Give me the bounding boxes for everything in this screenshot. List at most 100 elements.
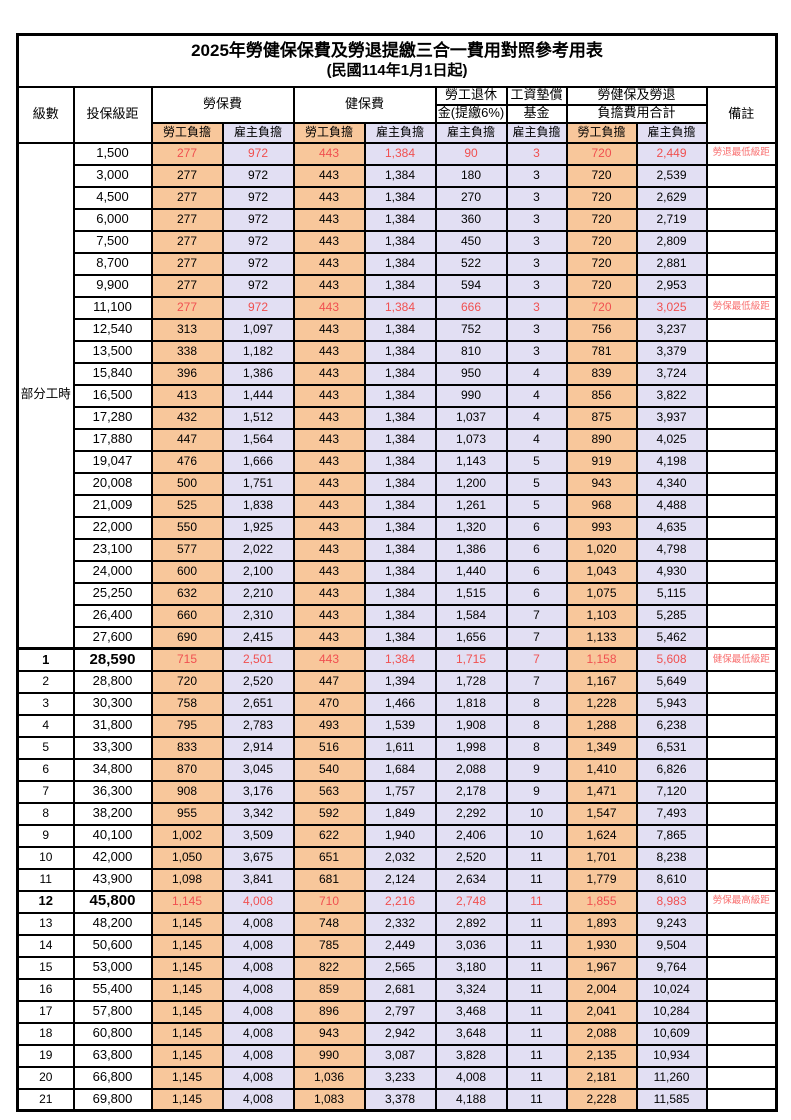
wage-fund-employer-cell: 11 [505, 1065, 568, 1090]
remark-cell [705, 1043, 778, 1068]
health-employer-cell: 1,384 [363, 273, 437, 298]
labor-employee-cell: 600 [150, 559, 224, 584]
remark-cell [705, 955, 778, 980]
health-employer-cell: 1,384 [363, 361, 437, 386]
table-row: 6,000 277 972 443 1,384 360 3 720 2,719 [18, 207, 778, 232]
labor-employee-cell: 720 [150, 669, 224, 694]
wage-fund-employer-cell: 4 [505, 383, 568, 408]
health-employer-cell: 1,384 [363, 449, 437, 474]
total-employee-cell: 1,855 [565, 889, 638, 914]
total-employer-cell: 2,539 [635, 163, 708, 188]
wage-fund-employer-cell: 3 [505, 251, 568, 276]
wage-fund-employer-cell: 11 [505, 867, 568, 892]
header-row-2: 金(提繳6%) 基金 負擔費用合計 [18, 103, 777, 124]
total-employer-cell: 4,025 [635, 427, 708, 452]
wage-fund-employer-cell: 11 [505, 977, 568, 1002]
labor-employee-cell: 500 [150, 471, 224, 496]
pension-employer-cell: 1,908 [434, 713, 508, 738]
pension-employer-cell: 1,656 [434, 625, 508, 650]
wage-fund-employer-cell: 5 [505, 493, 568, 518]
subheader-fund-employer: 雇主負擔 [505, 121, 568, 144]
remark-cell: 健保最低級距 [705, 647, 778, 672]
table-row: 26,400 660 2,310 443 1,384 1,584 7 1,103 5,285 [18, 603, 778, 628]
level-cell: 12 [16, 889, 75, 914]
health-employee-cell: 822 [292, 955, 366, 980]
labor-employee-cell: 1,145 [150, 999, 224, 1024]
health-employer-cell: 1,684 [363, 757, 437, 782]
remark-cell [705, 1087, 778, 1112]
labor-employer-cell: 2,651 [221, 691, 295, 716]
bracket-cell: 21,009 [72, 493, 153, 518]
pension-employer-cell: 2,088 [434, 757, 508, 782]
total-employee-cell: 1,103 [565, 603, 638, 628]
total-employee-cell: 2,041 [565, 999, 638, 1024]
health-employer-cell: 1,384 [363, 405, 437, 430]
level-cell: 5 [16, 735, 75, 760]
health-employee-cell: 443 [292, 625, 366, 650]
total-employer-cell: 6,531 [635, 735, 708, 760]
col-header-wage-fund-line1: 工資墊償 [505, 85, 568, 106]
labor-employee-cell: 833 [150, 735, 224, 760]
table-row: 17 57,800 1,145 4,008 896 2,797 3,468 11 2,041 10… [16, 999, 778, 1024]
total-employee-cell: 1,167 [565, 669, 638, 694]
labor-employee-cell: 396 [150, 361, 224, 386]
bracket-cell: 53,000 [72, 955, 153, 980]
health-employee-cell: 443 [292, 471, 366, 496]
remark-cell [705, 449, 778, 474]
total-employee-cell: 756 [565, 317, 638, 342]
health-employer-cell: 1,384 [363, 207, 437, 232]
table-row: 24,000 600 2,100 443 1,384 1,440 6 1,043 4,930 [18, 559, 778, 584]
health-employee-cell: 990 [292, 1043, 366, 1068]
bracket-cell: 28,800 [72, 669, 153, 694]
remark-cell [705, 933, 778, 958]
table-row: 18 60,800 1,145 4,008 943 2,942 3,648 11 2,088 10… [16, 1021, 778, 1046]
bracket-cell: 66,800 [72, 1065, 153, 1090]
pension-employer-cell: 4,008 [434, 1065, 508, 1090]
pension-employer-cell: 2,178 [434, 779, 508, 804]
labor-employee-cell: 1,002 [150, 823, 224, 848]
table-row: 20,008 500 1,751 443 1,384 1,200 5 943 4,340 [18, 471, 778, 496]
bracket-cell: 22,000 [72, 515, 153, 540]
health-employer-cell: 1,384 [363, 625, 437, 650]
total-employee-cell: 720 [565, 207, 638, 232]
total-employee-cell: 1,043 [565, 559, 638, 584]
level-cell: 6 [16, 757, 75, 782]
total-employer-cell: 10,284 [635, 999, 708, 1024]
wage-fund-employer-cell: 5 [505, 471, 568, 496]
table-row: 27,600 690 2,415 443 1,384 1,656 7 1,133 5,462 [18, 625, 778, 650]
total-employer-cell: 3,237 [635, 317, 708, 342]
labor-employee-cell: 432 [150, 405, 224, 430]
pension-employer-cell: 1,728 [434, 669, 508, 694]
remark-cell [705, 1021, 778, 1046]
remark-cell [705, 317, 778, 342]
table-row: 16 55,400 1,145 4,008 859 2,681 3,324 11 2,004 10… [16, 977, 778, 1002]
labor-employer-cell: 1,512 [221, 405, 295, 430]
col-header-health-insurance: 健保費 [292, 85, 437, 124]
col-header-total-line2: 負擔費用合計 [565, 103, 708, 124]
wage-fund-employer-cell: 8 [505, 735, 568, 760]
pension-employer-cell: 810 [434, 339, 508, 364]
col-header-labor-insurance: 勞保費 [150, 85, 295, 124]
table-body: 部分工時 1,500 277 972 443 1,384 90 3 720 2,449 勞退最低級距… [16, 141, 778, 1112]
bracket-cell: 40,100 [72, 823, 153, 848]
health-employee-cell: 443 [292, 559, 366, 584]
health-employee-cell: 443 [292, 295, 366, 320]
total-employer-cell: 3,025 [635, 295, 708, 320]
remark-cell [705, 779, 778, 804]
total-employer-cell: 2,809 [635, 229, 708, 254]
bracket-cell: 60,800 [72, 1021, 153, 1046]
total-employee-cell: 2,004 [565, 977, 638, 1002]
labor-employer-cell: 2,022 [221, 537, 295, 562]
labor-employee-cell: 313 [150, 317, 224, 342]
total-employer-cell: 11,260 [635, 1065, 708, 1090]
labor-employee-cell: 277 [150, 273, 224, 298]
pension-employer-cell: 2,892 [434, 911, 508, 936]
total-employer-cell: 4,340 [635, 471, 708, 496]
labor-employer-cell: 2,520 [221, 669, 295, 694]
total-employer-cell: 5,285 [635, 603, 708, 628]
total-employer-cell: 9,243 [635, 911, 708, 936]
labor-employee-cell: 1,145 [150, 1065, 224, 1090]
remark-cell [705, 405, 778, 430]
total-employee-cell: 720 [565, 273, 638, 298]
total-employer-cell: 10,609 [635, 1021, 708, 1046]
